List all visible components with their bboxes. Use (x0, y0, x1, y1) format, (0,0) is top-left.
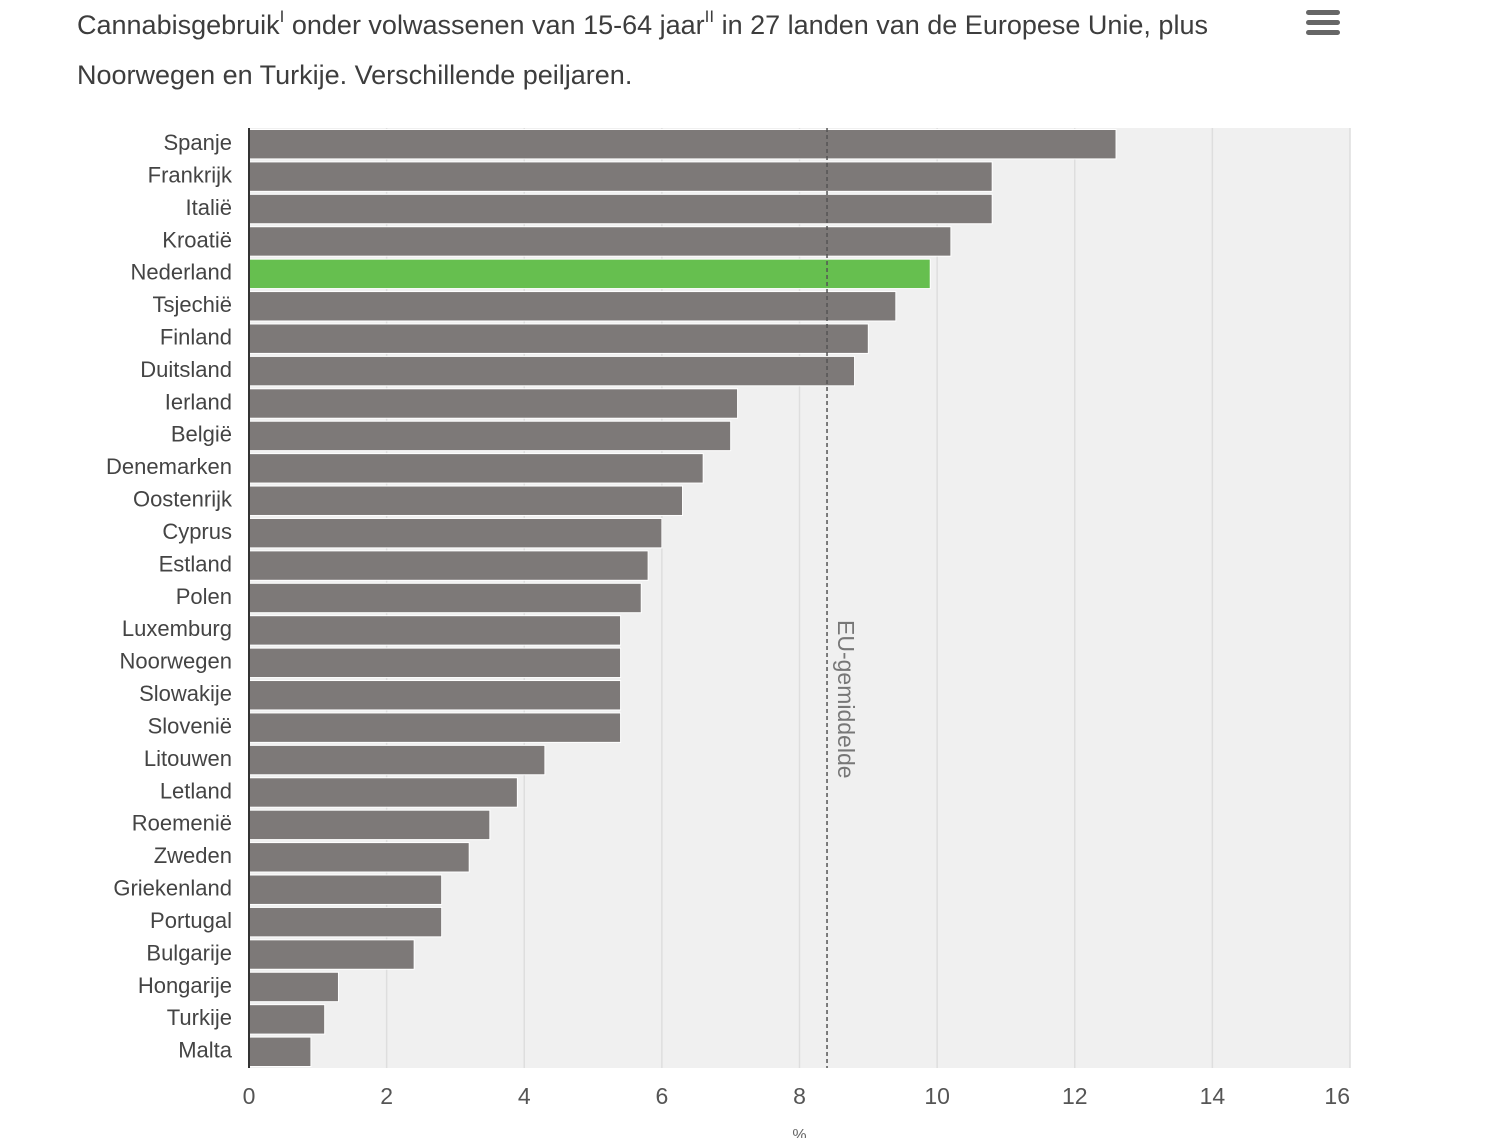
bar (248, 291, 897, 322)
x-tick-label: 6 (655, 1083, 668, 1109)
bar (248, 712, 622, 743)
bar (248, 680, 622, 711)
y-tick-label: Denemarken (106, 454, 232, 479)
menu-button[interactable] (1306, 10, 1340, 38)
bar (248, 842, 470, 873)
bar (248, 906, 443, 938)
bar (248, 874, 443, 905)
y-tick-label: Ierland (165, 389, 232, 414)
y-tick-label: Luxemburg (122, 616, 232, 641)
y-tick-label: Hongarije (138, 973, 232, 998)
x-tick-label: 0 (243, 1083, 256, 1109)
bar (248, 420, 732, 452)
y-tick-label: Slovenië (148, 713, 232, 738)
bar (248, 485, 684, 516)
bar (248, 550, 649, 581)
bar (248, 323, 869, 354)
x-tick-label: 16 (1324, 1083, 1350, 1109)
y-tick-label: Tsjechië (153, 292, 232, 317)
bar (248, 971, 339, 1003)
x-tick-label: 10 (924, 1083, 950, 1109)
title-text: in 27 landen van de Europese Unie, plus … (77, 10, 1208, 90)
title-text: onder volwassenen van 15-64 jaar (284, 10, 705, 40)
y-tick-label: Zweden (154, 843, 232, 868)
y-tick-label: Oostenrijk (133, 487, 233, 512)
y-tick-label: Noorwegen (119, 649, 232, 674)
bar (248, 129, 1117, 160)
bar (248, 647, 622, 679)
y-tick-label: Litouwen (144, 746, 232, 771)
chart-title: CannabisgebruikI onder volwassenen van 1… (77, 0, 1277, 100)
bar (248, 1004, 326, 1035)
reference-label: EU-gemiddelde (833, 620, 859, 779)
y-tick-label: Portugal (150, 908, 232, 933)
y-tick-label: Roemenië (132, 811, 232, 836)
y-tick-label: Malta (178, 1038, 233, 1063)
x-axis-label: % (792, 1127, 806, 1138)
y-tick-label: Kroatië (162, 227, 232, 252)
bar (248, 388, 739, 419)
bar (248, 258, 931, 290)
bar (248, 615, 622, 646)
y-tick-label: Slowakije (139, 681, 232, 706)
bar (248, 355, 856, 387)
y-tick-label: Frankrijk (148, 162, 233, 187)
title-note: II (704, 7, 715, 26)
bar (248, 939, 415, 970)
x-tick-label: 8 (793, 1083, 806, 1109)
bar (248, 809, 491, 841)
bar (248, 453, 704, 484)
title-note: I (279, 7, 285, 26)
x-tick-label: 12 (1062, 1083, 1088, 1109)
bar (248, 744, 546, 776)
title-text: Cannabisgebruik (77, 10, 280, 40)
x-tick-label: 14 (1200, 1083, 1226, 1109)
bar (248, 161, 993, 192)
y-tick-label: Nederland (130, 260, 232, 285)
y-tick-label: Finland (160, 325, 232, 350)
x-tick-label: 2 (380, 1083, 393, 1109)
y-tick-label: Turkije (167, 1005, 232, 1030)
y-tick-label: Bulgarije (146, 940, 232, 965)
bar (248, 226, 952, 257)
y-tick-label: Cyprus (162, 519, 232, 544)
bar (248, 777, 518, 808)
bar (248, 582, 642, 614)
y-tick-label: Duitsland (140, 357, 232, 382)
y-tick-label: Italië (186, 195, 232, 220)
bar (248, 193, 993, 225)
y-tick-label: Estland (159, 551, 232, 576)
bar (248, 517, 663, 549)
y-tick-label: Polen (176, 584, 232, 609)
bar (248, 1036, 312, 1067)
y-tick-label: Spanje (163, 130, 232, 155)
x-tick-label: 4 (518, 1083, 531, 1109)
y-tick-label: Griekenland (113, 876, 232, 901)
y-tick-label: Letland (160, 778, 232, 803)
y-tick-label: België (171, 422, 232, 447)
